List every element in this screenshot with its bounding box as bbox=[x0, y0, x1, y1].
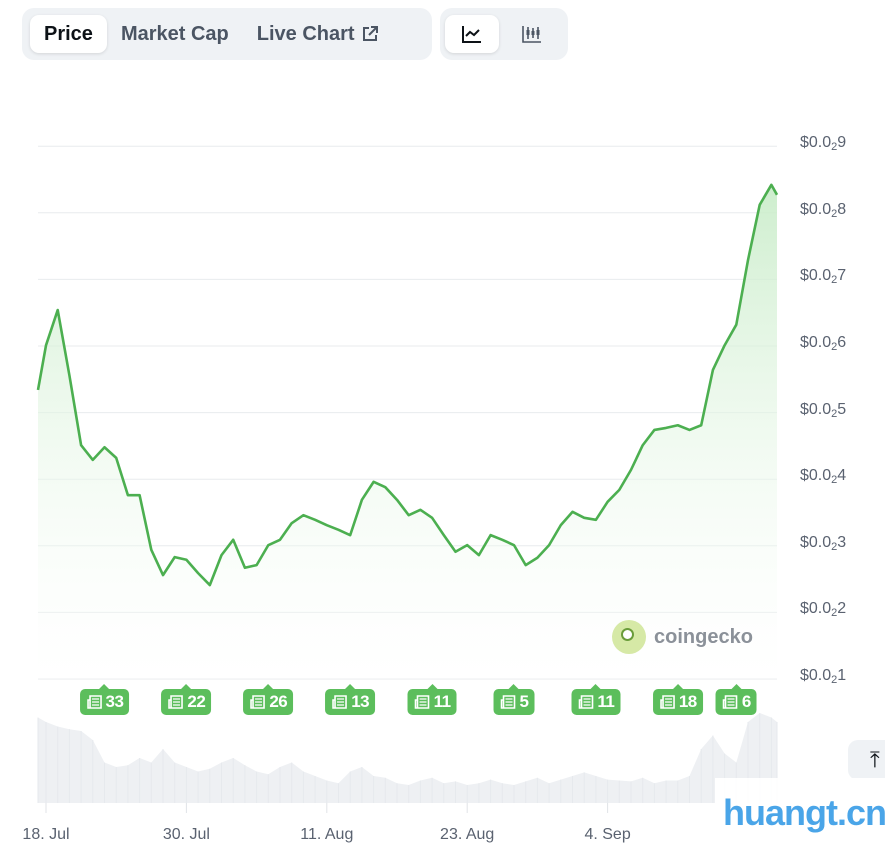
newspaper-icon bbox=[168, 694, 184, 709]
y-tick-label: $0.027 bbox=[800, 267, 846, 286]
y-tick-part: $0.0 bbox=[800, 467, 832, 485]
y-tick-part: 8 bbox=[837, 200, 847, 218]
y-tick-label: $0.025 bbox=[800, 401, 846, 420]
tab-price[interactable]: Price bbox=[30, 15, 107, 53]
news-count: 22 bbox=[187, 692, 206, 711]
price-area-fill bbox=[38, 184, 777, 679]
x-tick-label: 30. Jul bbox=[162, 826, 210, 843]
x-tick-label: 4. Sep bbox=[584, 826, 631, 843]
price-line bbox=[36, 183, 779, 587]
y-tick-part: 7 bbox=[837, 267, 847, 285]
newspaper-icon bbox=[660, 694, 675, 709]
volume-area bbox=[38, 713, 777, 803]
tab-market-cap[interactable]: Market Cap bbox=[120, 22, 229, 45]
x-tick-label: 23. Aug bbox=[440, 826, 495, 843]
y-tick-label: $0.022 bbox=[800, 600, 846, 619]
candlestick-chart-icon bbox=[522, 26, 541, 43]
newspaper-icon bbox=[414, 694, 430, 709]
external-link-icon bbox=[362, 26, 378, 41]
y-tick-part: $0.0 bbox=[800, 667, 832, 684]
y-tick-part: 1 bbox=[837, 667, 847, 684]
coingecko-wordmark: coingecko bbox=[654, 625, 753, 648]
y-tick-part: 4 bbox=[837, 467, 847, 485]
chart-type-toggle bbox=[440, 8, 568, 60]
news-badge[interactable]: 26 bbox=[243, 684, 294, 715]
metric-tabs: Price Market Cap Live Chart bbox=[22, 8, 432, 60]
y-tick-label: $0.024 bbox=[800, 467, 846, 486]
y-tick-label: $0.028 bbox=[800, 201, 846, 220]
newspaper-icon bbox=[250, 694, 266, 709]
y-tick-part: 2 bbox=[831, 474, 838, 487]
news-badge[interactable]: 18 bbox=[652, 684, 703, 715]
news-badge[interactable]: 13 bbox=[325, 684, 376, 715]
y-tick-part: 3 bbox=[837, 533, 847, 551]
y-tick-part: 2 bbox=[837, 600, 847, 618]
y-tick-label: $0.029 bbox=[800, 134, 846, 153]
y-tick-part: $0.0 bbox=[800, 400, 832, 418]
news-badge[interactable]: 6 bbox=[715, 684, 757, 715]
y-tick-part: 2 bbox=[831, 207, 838, 220]
newspaper-icon bbox=[500, 694, 516, 709]
news-badge[interactable]: 33 bbox=[79, 684, 130, 715]
news-count: 11 bbox=[433, 692, 451, 711]
y-tick-part: 6 bbox=[837, 334, 847, 351]
tab-live-chart-label: Live Chart bbox=[256, 22, 355, 45]
y-tick-part: $0.0 bbox=[800, 334, 832, 351]
news-count: 33 bbox=[105, 692, 124, 711]
y-tick-part: 9 bbox=[837, 134, 847, 152]
coingecko-watermark: coingecko bbox=[612, 620, 753, 654]
y-tick-part: $0.0 bbox=[800, 600, 832, 618]
scroll-to-top-button[interactable]: ⤒ bbox=[848, 740, 885, 780]
y-tick-part: $0.0 bbox=[800, 134, 832, 152]
site-watermark: huangt.cn bbox=[715, 778, 885, 848]
y-tick-label: $0.026 bbox=[800, 334, 846, 353]
y-tick-part: 2 bbox=[831, 607, 838, 620]
news-badge[interactable]: 22 bbox=[161, 684, 212, 715]
coingecko-logo-icon bbox=[612, 620, 646, 654]
newspaper-icon bbox=[332, 694, 348, 709]
news-count: 13 bbox=[351, 692, 370, 711]
y-tick-part: $0.0 bbox=[800, 267, 832, 285]
arrow-up-to-line-icon: ⤒ bbox=[870, 747, 880, 772]
y-tick-part: $0.0 bbox=[800, 533, 832, 551]
y-tick-part: 2 bbox=[831, 274, 838, 287]
news-badge[interactable]: 5 bbox=[493, 684, 535, 715]
y-tick-part: 2 bbox=[831, 141, 838, 154]
news-count: 26 bbox=[269, 692, 288, 711]
newspaper-icon bbox=[578, 694, 594, 709]
y-tick-part: 2 bbox=[831, 540, 838, 553]
x-tick-label: 11. Aug bbox=[300, 826, 354, 843]
y-tick-label: $0.021 bbox=[800, 667, 846, 686]
news-count: 5 bbox=[519, 692, 529, 711]
news-count: 18 bbox=[678, 692, 697, 711]
y-tick-part: 2 bbox=[831, 341, 838, 353]
line-chart-icon bbox=[462, 26, 481, 43]
line-chart-button[interactable] bbox=[445, 15, 499, 53]
x-tick-label: 18. Jul bbox=[22, 826, 70, 843]
y-tick-part: $0.0 bbox=[800, 200, 832, 218]
y-tick-part: 2 bbox=[831, 674, 838, 686]
news-badge[interactable]: 11 bbox=[407, 684, 457, 715]
tab-live-chart[interactable]: Live Chart bbox=[243, 15, 393, 53]
y-tick-part: 2 bbox=[831, 407, 838, 420]
candlestick-chart-button[interactable] bbox=[505, 15, 559, 53]
y-tick-part: 5 bbox=[837, 400, 847, 418]
newspaper-icon bbox=[723, 694, 738, 709]
news-count: 11 bbox=[597, 692, 615, 711]
news-badge[interactable]: 11 bbox=[571, 684, 621, 715]
newspaper-icon bbox=[86, 694, 102, 709]
y-tick-label: $0.023 bbox=[800, 534, 846, 553]
news-count: 6 bbox=[741, 692, 751, 711]
